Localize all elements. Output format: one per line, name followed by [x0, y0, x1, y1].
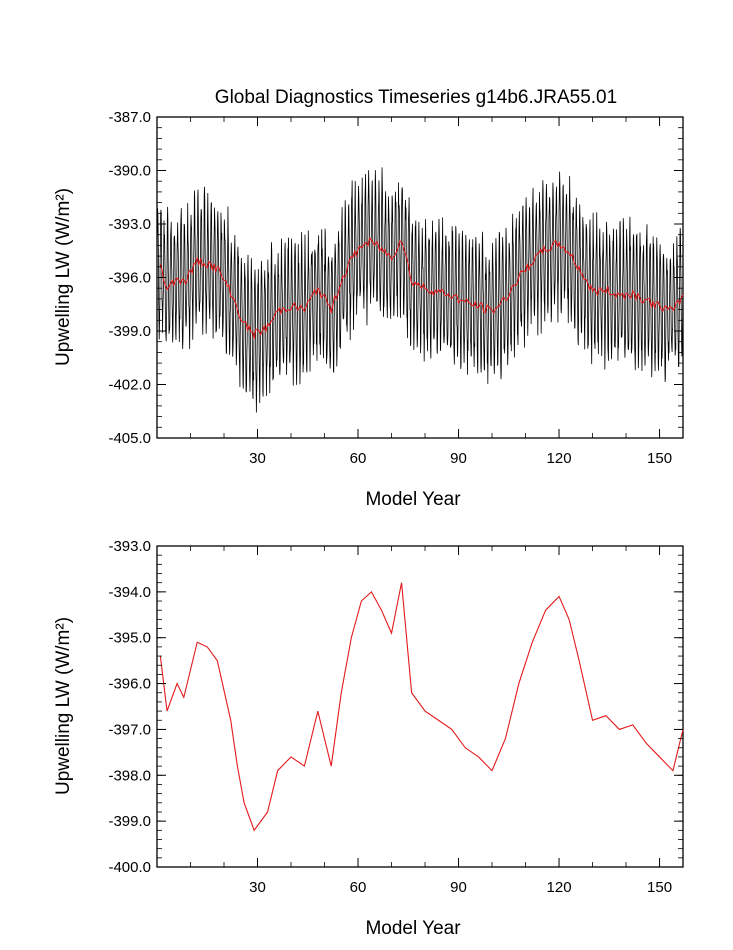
bottom-y-axis-title: Upwelling LW (W/m²)	[53, 617, 74, 795]
figure-title: Global Diagnostics Timeseries g14b6.JRA5…	[215, 87, 617, 108]
bottom-x-axis-title: Model Year	[365, 918, 461, 939]
bottom-y-tick-label: -397.0	[108, 721, 151, 738]
top-y-tick-label: -390.0	[108, 163, 151, 180]
bottom-x-tick-label: 60	[350, 879, 367, 896]
top-x-tick-label: 60	[350, 450, 367, 467]
top-y-tick-label: -405.0	[108, 430, 151, 447]
top-x-axis-title: Model Year	[365, 489, 461, 510]
bottom-y-tick-label: -400.0	[108, 859, 151, 876]
bottom-y-tick-label: -396.0	[108, 676, 151, 693]
bottom-y-tick-label: -394.0	[108, 584, 151, 601]
bottom-x-tick-label: 90	[450, 879, 467, 896]
bottom-axis-ticks: -393.0 -394.0 -395.0 -396.0 -397.0 -398.0 -399…	[108, 538, 683, 896]
top-panel: -387.0 -390.0 -393.0 -396.0 -399.0 -402.0 -405…	[53, 109, 683, 510]
bottom-y-tick-label: -399.0	[108, 813, 151, 830]
bottom-plot-frame	[157, 546, 683, 867]
top-x-tick-label: 90	[450, 450, 467, 467]
bottom-panel: -393.0 -394.0 -395.0 -396.0 -397.0 -398.0 -399…	[53, 538, 683, 939]
top-axis-ticks: -387.0 -390.0 -393.0 -396.0 -399.0 -402.0 -405…	[108, 109, 683, 467]
bottom-annual-series	[160, 583, 683, 831]
top-x-tick-label: 150	[647, 450, 672, 467]
bottom-y-tick-label: -395.0	[108, 630, 151, 647]
top-x-tick-label: 120	[547, 450, 572, 467]
top-y-tick-label: -393.0	[108, 216, 151, 233]
bottom-x-tick-label: 120	[547, 879, 572, 896]
bottom-x-tick-label: 150	[647, 879, 672, 896]
bottom-y-tick-label: -398.0	[108, 767, 151, 784]
top-y-tick-label: -399.0	[108, 323, 151, 340]
bottom-x-tick-label: 30	[249, 879, 266, 896]
top-x-tick-label: 30	[249, 450, 266, 467]
bottom-y-tick-label: -393.0	[108, 538, 151, 555]
top-y-tick-label: -387.0	[108, 109, 151, 126]
top-y-tick-label: -396.0	[108, 270, 151, 287]
top-y-tick-label: -402.0	[108, 377, 151, 394]
top-y-axis-title: Upwelling LW (W/m²)	[53, 188, 74, 366]
bottom-annual-mean-line	[160, 583, 683, 831]
